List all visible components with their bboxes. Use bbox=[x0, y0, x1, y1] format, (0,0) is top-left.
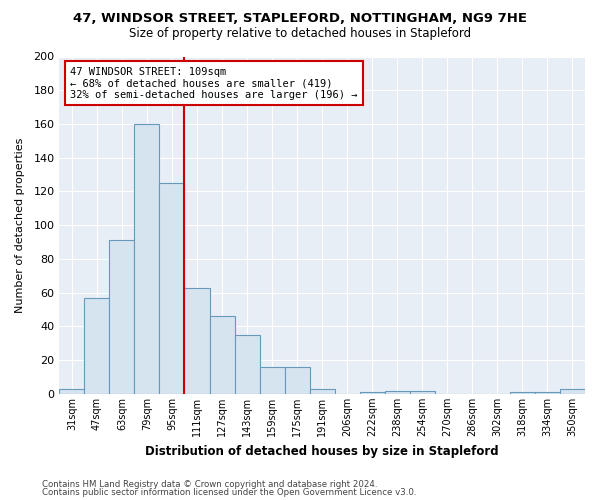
Text: Contains public sector information licensed under the Open Government Licence v3: Contains public sector information licen… bbox=[42, 488, 416, 497]
Bar bbox=[360, 392, 385, 394]
Bar bbox=[85, 298, 109, 394]
Bar bbox=[209, 316, 235, 394]
Bar bbox=[410, 390, 435, 394]
Bar bbox=[235, 335, 260, 394]
X-axis label: Distribution of detached houses by size in Stapleford: Distribution of detached houses by size … bbox=[145, 444, 499, 458]
Bar bbox=[184, 288, 209, 394]
Bar bbox=[59, 389, 85, 394]
Bar bbox=[535, 392, 560, 394]
Bar bbox=[310, 389, 335, 394]
Bar bbox=[510, 392, 535, 394]
Bar bbox=[109, 240, 134, 394]
Bar bbox=[385, 390, 410, 394]
Y-axis label: Number of detached properties: Number of detached properties bbox=[15, 138, 25, 313]
Text: 47, WINDSOR STREET, STAPLEFORD, NOTTINGHAM, NG9 7HE: 47, WINDSOR STREET, STAPLEFORD, NOTTINGH… bbox=[73, 12, 527, 26]
Bar bbox=[284, 367, 310, 394]
Text: Size of property relative to detached houses in Stapleford: Size of property relative to detached ho… bbox=[129, 28, 471, 40]
Text: Contains HM Land Registry data © Crown copyright and database right 2024.: Contains HM Land Registry data © Crown c… bbox=[42, 480, 377, 489]
Text: 47 WINDSOR STREET: 109sqm
← 68% of detached houses are smaller (419)
32% of semi: 47 WINDSOR STREET: 109sqm ← 68% of detac… bbox=[70, 66, 358, 100]
Bar bbox=[134, 124, 160, 394]
Bar bbox=[160, 183, 184, 394]
Bar bbox=[560, 389, 585, 394]
Bar bbox=[260, 367, 284, 394]
